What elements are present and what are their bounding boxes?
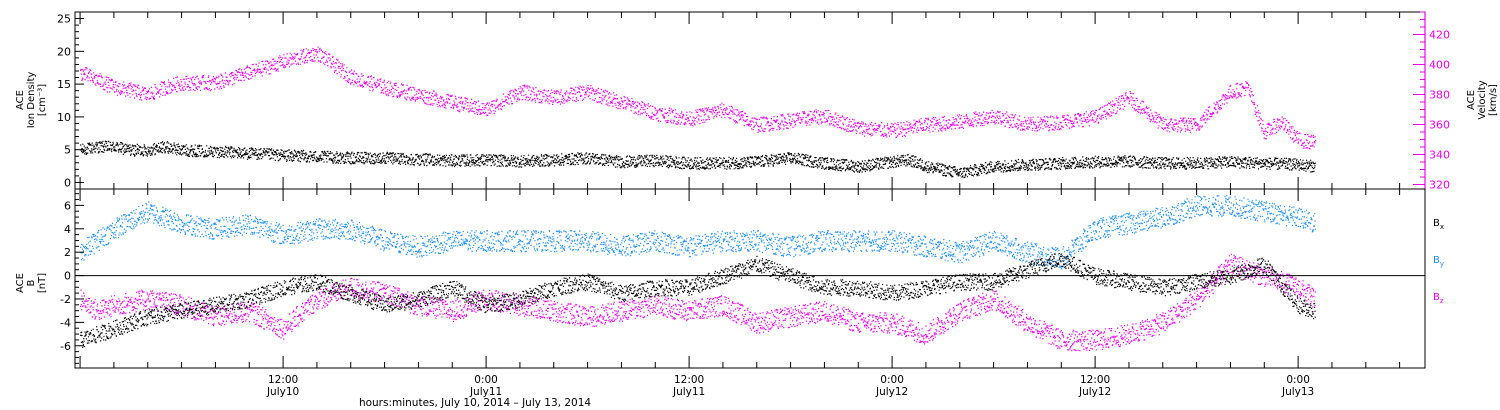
- density-tick-label: 25: [57, 13, 71, 26]
- density-tick-label: 10: [57, 111, 71, 124]
- velocity-axis-label-line: Velocity: [1477, 80, 1488, 119]
- velocity-points: [80, 46, 1317, 150]
- velocity-tick-label: 400: [1429, 59, 1450, 72]
- velocity-tick-label: 380: [1429, 89, 1450, 102]
- field-plot-frame: [74, 188, 1426, 369]
- magnetic-field-axes: -6 -4 -2 0 2 4 6: [60, 188, 1426, 369]
- by-points: [80, 195, 1316, 270]
- field-tick-label: -6: [60, 340, 71, 353]
- field-tick-label: 0: [64, 270, 71, 283]
- density-axis-label-line: [cm⁻³]: [37, 84, 48, 116]
- density-tick-label: 5: [64, 144, 71, 157]
- density-axis-label-line: Ion Density: [26, 72, 37, 129]
- date-tick-label: July11: [672, 386, 705, 398]
- legend-label: B: [1433, 292, 1440, 303]
- field-tick-label: 4: [64, 223, 71, 236]
- field-axis-label-line: ACE: [15, 273, 26, 293]
- time-tick-label: 12:00: [674, 374, 704, 386]
- velocity-axis-label-line: [km/s]: [1488, 84, 1499, 116]
- time-tick-label: 0:00: [880, 374, 904, 386]
- date-tick-label: July13: [1281, 386, 1314, 398]
- velocity-tick-label: 340: [1429, 149, 1450, 162]
- time-axis: 12:00July100:00July1112:00July110:00July…: [79, 12, 1401, 398]
- field-tick-label: 6: [64, 199, 71, 212]
- x-axis-title: hours:minutes, July 10, 2014 – July 13, …: [359, 397, 591, 409]
- velocity-tick-label: 320: [1429, 179, 1450, 192]
- density-tick-label: 0: [64, 176, 71, 189]
- time-tick-label: 0:00: [474, 374, 498, 386]
- date-tick-label: July12: [875, 386, 908, 398]
- legend-bz: Bz: [1433, 292, 1444, 305]
- velocity-axis-label: ACE Velocity [km/s]: [1466, 80, 1499, 119]
- density-points: [80, 140, 1317, 179]
- density-axis-label-line: ACE: [15, 90, 26, 110]
- time-tick-label: 12:00: [268, 374, 298, 386]
- date-tick-label: July11: [469, 386, 502, 398]
- time-tick-label: 0:00: [1286, 374, 1310, 386]
- field-axis-label-group: ACE B [nT]: [15, 273, 48, 293]
- date-tick-label: July10: [266, 386, 299, 398]
- density-tick-label: 15: [57, 78, 71, 91]
- time-tick-label: 12:00: [1080, 374, 1110, 386]
- velocity-tick-label: 360: [1429, 119, 1450, 132]
- velocity-axis-label-group: ACE Velocity [km/s]: [1466, 80, 1499, 119]
- density-tick-label: 20: [57, 45, 71, 58]
- magnetic-field-scatter: [80, 195, 1316, 352]
- legend-subscript: z: [1440, 297, 1444, 305]
- field-tick-label: -4: [60, 316, 71, 329]
- magnetic-field-axis-label: ACE B [nT]: [15, 273, 48, 293]
- legend-label: B: [1433, 255, 1440, 266]
- legend-subscript: y: [1440, 260, 1444, 268]
- field-tick-label: 2: [64, 246, 71, 259]
- field-axis-label-line: [nT]: [37, 273, 48, 293]
- legend-bx: Bx: [1433, 218, 1444, 231]
- field-axis-label-line: B: [26, 279, 37, 286]
- density-axis-label: ACE Ion Density [cm⁻³]: [15, 72, 48, 129]
- field-tick-label: -2: [60, 293, 71, 306]
- velocity-tick-label: 420: [1429, 29, 1450, 42]
- legend-label: B: [1433, 218, 1440, 229]
- density-scatter: [80, 140, 1317, 179]
- velocity-scatter: [80, 46, 1317, 150]
- velocity-axis-label-line: ACE: [1466, 90, 1477, 110]
- legend-by: By: [1433, 255, 1444, 268]
- bx-points: [80, 252, 1316, 348]
- density-axis-label-group: ACE Ion Density [cm⁻³]: [15, 72, 48, 129]
- date-tick-label: July12: [1078, 386, 1111, 398]
- legend-subscript: x: [1440, 223, 1444, 231]
